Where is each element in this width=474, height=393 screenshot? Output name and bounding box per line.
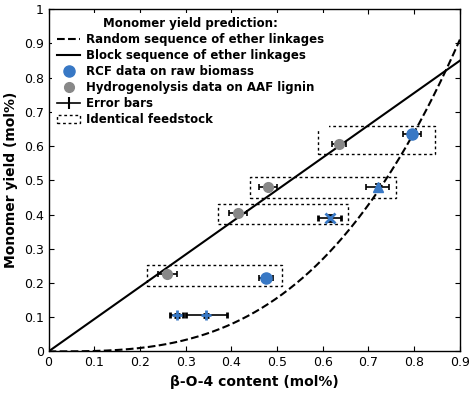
X-axis label: β-O-4 content (mol%): β-O-4 content (mol%) [170,375,338,389]
Bar [147,265,282,286]
Bar [318,126,435,154]
Bar [250,177,396,198]
Y-axis label: Monomer yield (mol%): Monomer yield (mol%) [4,92,18,268]
Legend: Random sequence of ether linkages, Block sequence of ether linkages, RCF data on: Random sequence of ether linkages, Block… [52,13,329,131]
Bar [218,204,348,224]
